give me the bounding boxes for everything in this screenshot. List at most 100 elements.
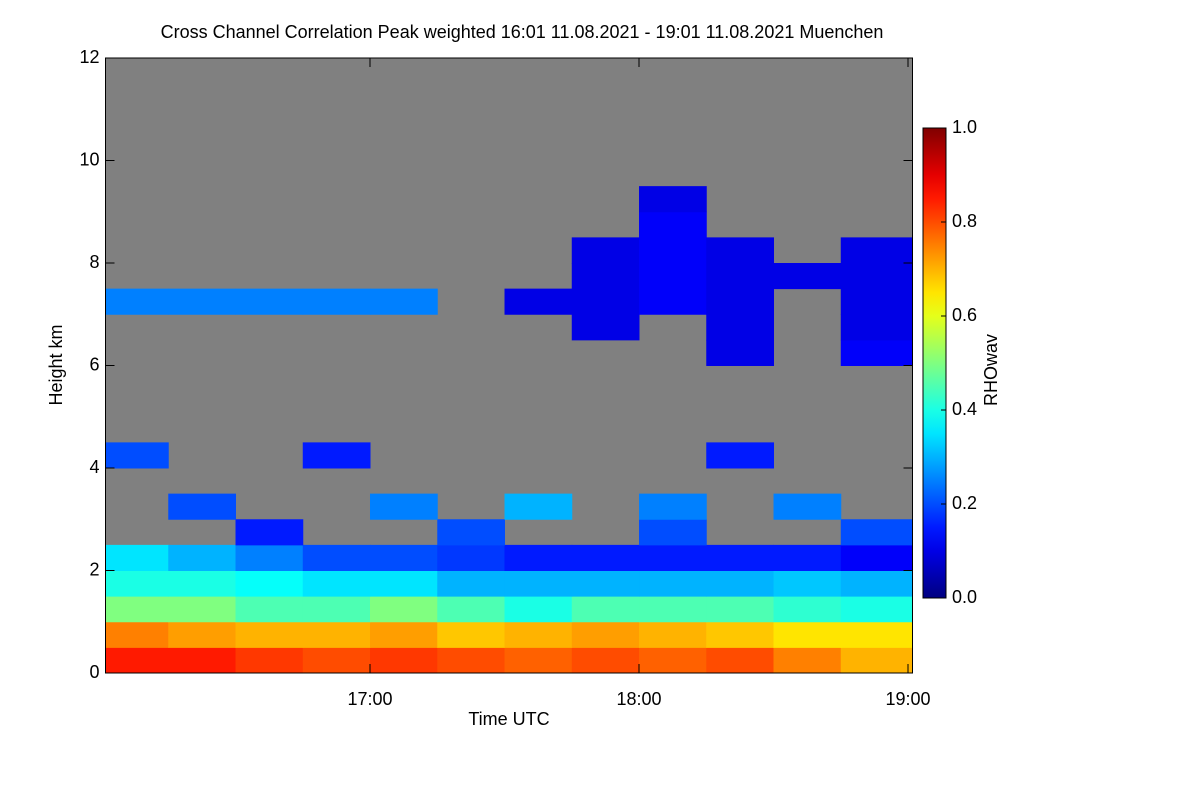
heatmap-cell: [105, 570, 169, 597]
heatmap-cell: [504, 647, 573, 674]
colorbar-tick-label: 1.0: [952, 117, 977, 137]
heatmap-cell: [571, 263, 640, 290]
y-tick-label: 10: [79, 149, 99, 169]
heatmap-cell: [706, 263, 775, 290]
heatmap-cell: [639, 493, 707, 520]
heatmap-cell: [840, 314, 913, 341]
heatmap-cell: [773, 647, 842, 674]
y-tick-label: 4: [89, 457, 99, 477]
heatmap-cell: [437, 570, 506, 597]
heatmap-cell: [840, 339, 913, 366]
heatmap-cell: [639, 570, 707, 597]
heatmap-cell: [302, 570, 371, 597]
heatmap-cell: [773, 263, 842, 290]
heatmap-cell: [302, 621, 371, 648]
heatmap-cell: [773, 596, 842, 623]
heatmap-cell: [706, 570, 775, 597]
heatmap-cell: [168, 596, 237, 623]
heatmap-cell: [437, 544, 506, 571]
heatmap-cell: [168, 544, 237, 571]
heatmap-cell: [370, 570, 438, 597]
heatmap-cell: [571, 596, 640, 623]
heatmap-cell: [706, 596, 775, 623]
heatmap-cell: [840, 596, 913, 623]
heatmap-cell: [168, 493, 237, 520]
heatmap-cell: [571, 647, 640, 674]
heatmap-cell: [235, 596, 304, 623]
heatmap-cell: [571, 544, 640, 571]
heatmap-cell: [571, 288, 640, 315]
heatmap-cell: [773, 621, 842, 648]
heatmap-cell: [706, 544, 775, 571]
y-tick-label: 6: [89, 354, 99, 374]
heatmap-cell: [437, 519, 506, 546]
colorbar-label: RHOwav: [981, 334, 1001, 406]
heatmap-cell: [437, 647, 506, 674]
x-axis-label: Time UTC: [468, 709, 549, 729]
colorbar-tick-label: 0.2: [952, 493, 977, 513]
heatmap-cell: [370, 493, 438, 520]
heatmap-cell: [840, 519, 913, 546]
y-axis-label: Height km: [46, 324, 66, 405]
x-tick-label: 19:00: [885, 689, 930, 709]
heatmap-cell: [706, 647, 775, 674]
heatmap-cell: [370, 288, 438, 315]
heatmap-cell: [370, 596, 438, 623]
heatmap-cell: [639, 544, 707, 571]
heatmap-cell: [168, 570, 237, 597]
heatmap-cell: [302, 288, 371, 315]
heatmap-cell: [639, 288, 707, 315]
heatmap-cell: [168, 288, 237, 315]
heatmap-cell: [571, 314, 640, 341]
heatmap-cell: [105, 596, 169, 623]
heatmap-cell: [235, 544, 304, 571]
heatmap-cell: [235, 570, 304, 597]
heatmap-cell: [639, 519, 707, 546]
heatmap-cell: [571, 621, 640, 648]
heatmap-cell: [639, 263, 707, 290]
heatmap-cell: [840, 570, 913, 597]
colorbar-tick-label: 0.8: [952, 211, 977, 231]
heatmap-cell: [370, 647, 438, 674]
heatmap-cell: [168, 647, 237, 674]
heatmap-cell: [706, 237, 775, 264]
heatmap-cell: [773, 544, 842, 571]
y-tick-label: 12: [79, 47, 99, 67]
heatmap-cell: [105, 544, 169, 571]
heatmap-cell: [840, 288, 913, 315]
heatmap-cell: [639, 186, 707, 213]
heatmap-cell: [504, 288, 573, 315]
heatmap-cell: [840, 621, 913, 648]
heatmap-cell: [706, 621, 775, 648]
heatmap-cell: [840, 263, 913, 290]
heatmap-cell: [639, 237, 707, 264]
x-tick-label: 17:00: [347, 689, 392, 709]
heatmap-cell: [706, 288, 775, 315]
heatmap-cell: [235, 288, 304, 315]
heatmap-cell: [840, 647, 913, 674]
heatmap-cell: [571, 237, 640, 264]
heatmap-cell: [235, 647, 304, 674]
colorbar: [922, 127, 947, 599]
heatmap-cell: [302, 647, 371, 674]
chart-title: Cross Channel Correlation Peak weighted …: [161, 22, 884, 42]
heatmap-cell: [840, 544, 913, 571]
heatmap-cell: [706, 442, 775, 469]
heatmap-cell: [639, 647, 707, 674]
heatmap-cell: [105, 288, 169, 315]
heatmap-cell: [437, 621, 506, 648]
heatmap-cell: [639, 621, 707, 648]
heatmap-cell: [370, 544, 438, 571]
y-tick-label: 0: [89, 662, 99, 682]
heatmap-cell: [168, 621, 237, 648]
heatmap-cell: [437, 596, 506, 623]
heatmap-cell: [105, 442, 169, 469]
heatmap-cell: [773, 570, 842, 597]
heatmap-cell: [840, 237, 913, 264]
heatmap-cell: [639, 596, 707, 623]
heatmap-cell: [504, 621, 573, 648]
heatmap-cell: [639, 211, 707, 238]
heatmap-cell: [504, 570, 573, 597]
y-tick-label: 8: [89, 252, 99, 272]
